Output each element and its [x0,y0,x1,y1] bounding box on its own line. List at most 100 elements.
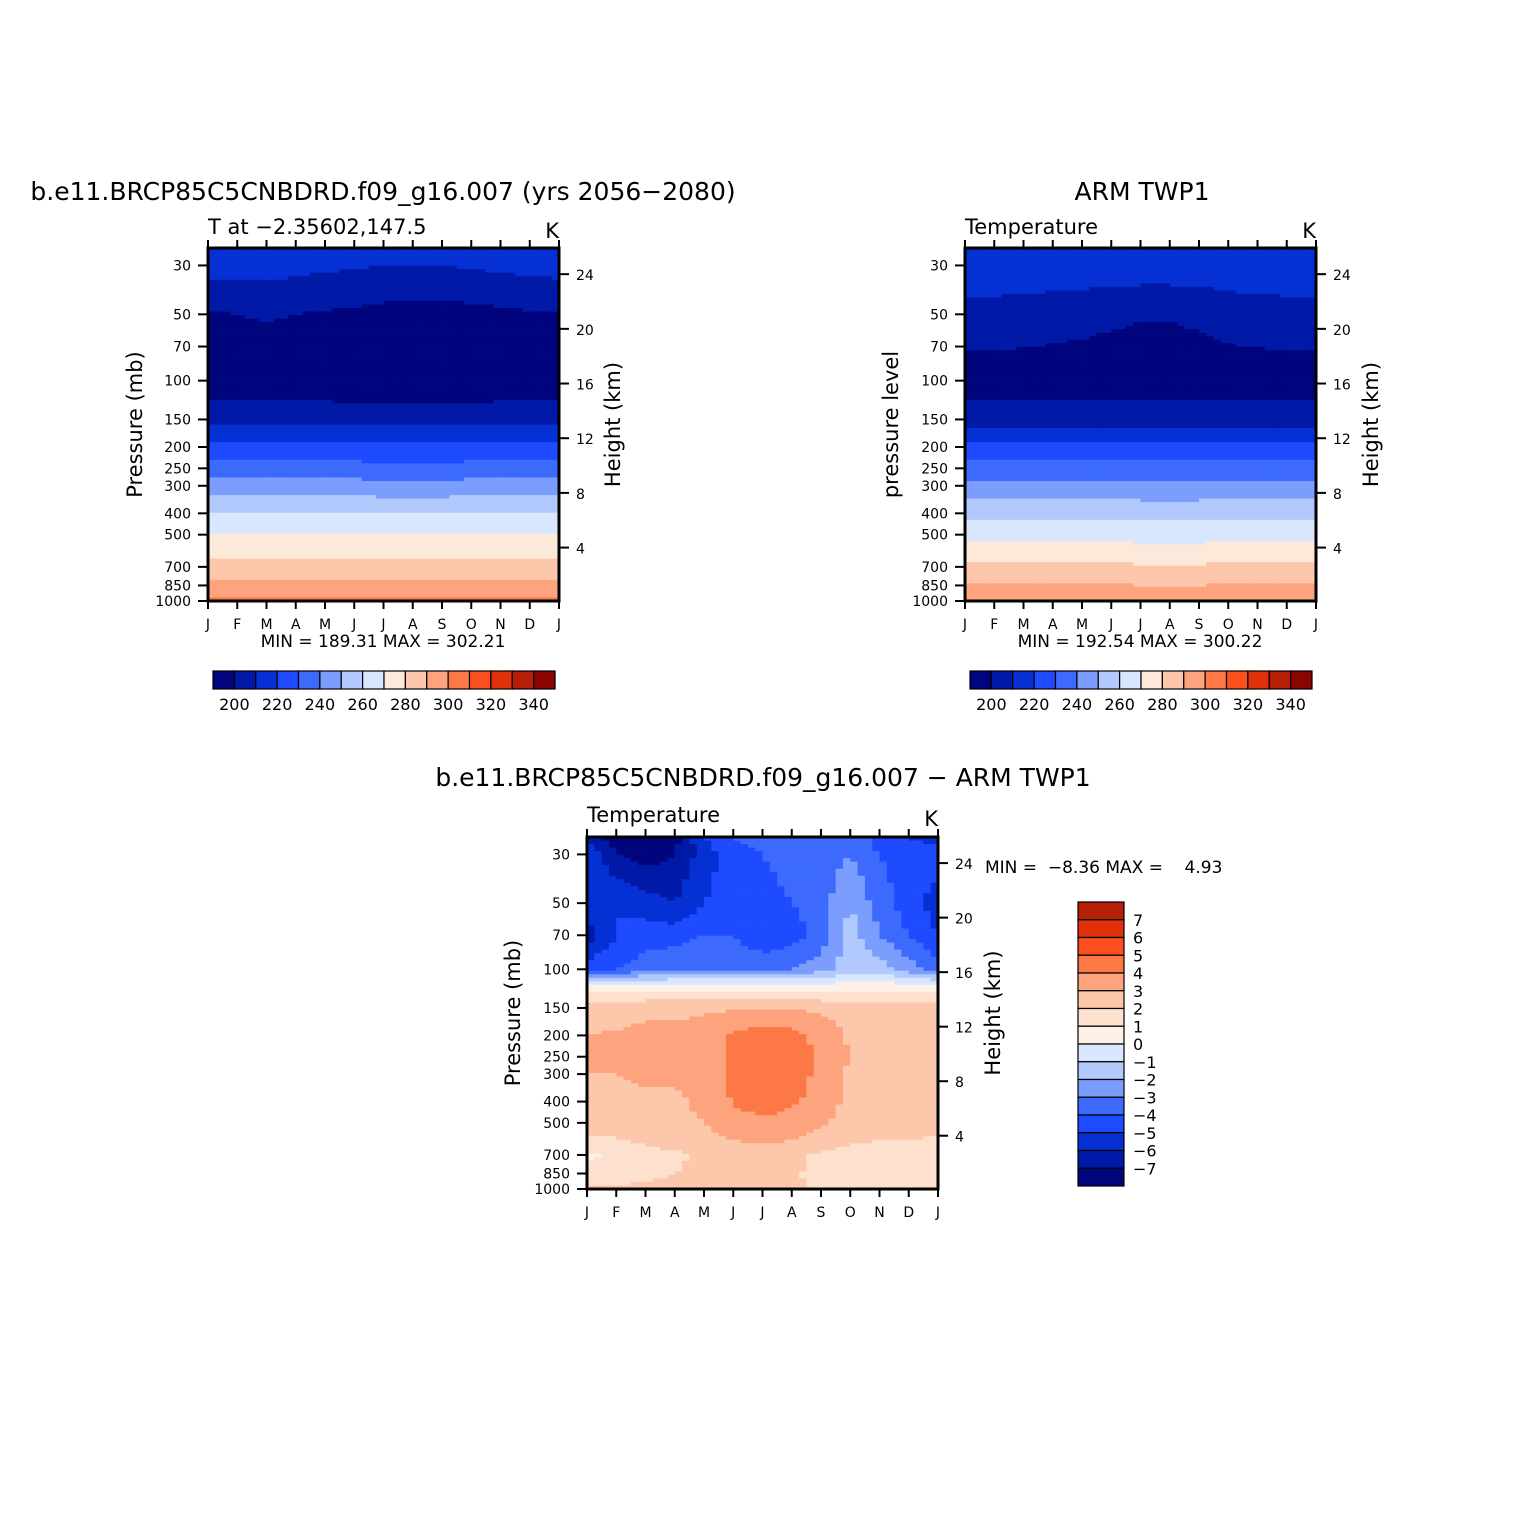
field-cell [478,336,487,341]
field-cell [383,378,392,383]
field-cell [405,343,414,348]
field-cell [376,262,385,267]
field-cell [346,480,355,486]
field-cell [346,389,355,394]
field-cell [537,269,545,274]
field-cell [346,473,355,479]
field-cell [259,537,268,542]
field-cell [544,251,553,256]
field-cell [208,396,216,401]
field-cell [251,251,260,256]
field-cell [500,420,509,426]
field-cell [405,318,414,323]
field-cell [303,311,311,316]
field-cell [244,392,253,397]
field-cell [493,346,502,351]
field-cell [507,248,516,253]
field-cell [361,403,370,408]
field-cell [544,350,553,355]
field-cell [551,505,560,510]
field-cell [463,255,472,260]
colorbar-swatch [233,670,257,690]
field-cell [354,431,363,436]
field-cell [398,519,407,524]
field-cell [493,565,502,570]
field-cell [229,498,238,503]
field-cell [325,300,333,306]
field-cell [485,276,494,281]
field-cell [325,435,333,440]
field-cell [390,431,399,436]
field-cell [325,293,333,299]
field-cell [215,449,224,454]
field-cell [544,385,553,390]
field-cell [456,364,465,369]
field-cell [456,360,465,366]
field-cell [229,272,238,277]
field-cell [222,551,231,556]
field-cell [1082,248,1090,253]
field-cell [273,548,282,553]
field-cell [222,484,231,489]
field-cell [390,512,399,517]
field-cell [485,279,494,284]
field-cell [507,569,516,574]
field-cell [266,431,275,436]
field-cell [463,442,472,447]
field-cell [368,410,377,415]
field-cell [478,406,487,411]
field-cell [376,300,385,306]
field-cell [456,339,465,344]
field-cell [281,332,290,337]
field-cell [471,452,480,457]
field-cell [544,318,553,323]
field-cell [1162,248,1171,253]
field-cell [500,431,509,436]
field-cell [485,413,494,419]
field-cell [222,353,231,359]
field-cell [244,353,253,359]
field-cell [485,322,494,327]
field-cell [551,431,560,436]
field-cell [332,509,341,514]
field-cell [208,304,216,309]
field-cell [471,537,480,542]
field-cell [471,540,480,546]
field-cell [325,523,333,528]
field-cell [405,583,414,588]
field-cell [354,537,363,542]
field-cell [237,279,246,284]
field-cell [493,590,502,595]
field-cell [456,258,465,263]
field-cell [522,498,531,503]
field-cell [427,537,436,542]
field-cell [544,498,553,503]
field-cell [266,526,275,531]
field-cell [273,590,282,595]
field-cell [420,593,428,599]
field-cell [332,304,341,309]
field-cell [310,470,319,475]
field-cell [229,495,238,500]
field-cell [449,279,458,284]
field-cell [346,586,355,592]
field-cell [244,368,253,373]
field-cell [1301,248,1310,253]
field-cell [332,551,341,556]
field-cell [522,325,531,330]
field-cell [522,590,531,595]
field-cell [456,368,465,373]
field-cell [259,279,268,284]
field-cell [515,262,524,267]
field-cell [412,417,421,422]
field-cell [339,572,348,577]
field-cell [281,438,290,443]
field-cell [507,523,516,528]
field-cell [273,318,282,323]
field-cell [449,576,458,581]
field-cell [361,495,370,500]
field-cell [427,350,436,355]
field-cell [551,530,560,535]
field-cell [471,428,480,433]
field-cell [471,548,480,553]
